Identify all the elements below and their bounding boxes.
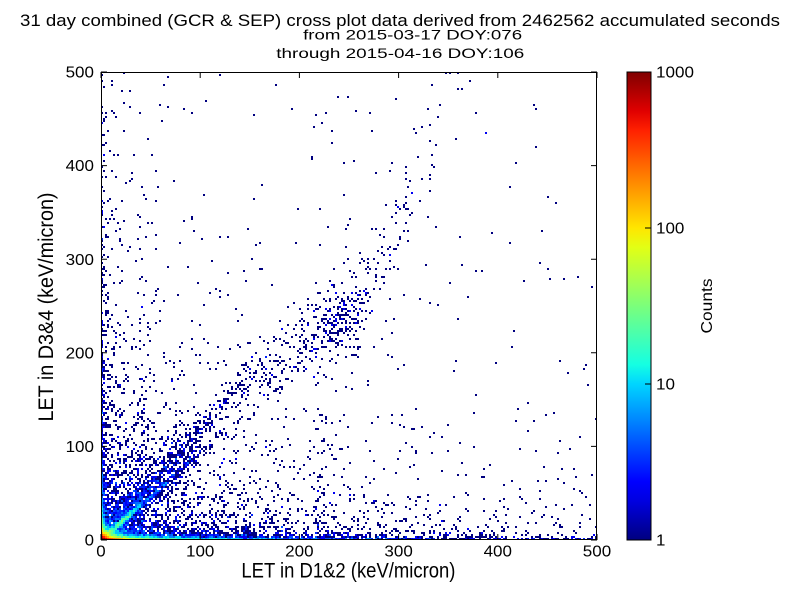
svg-text:100: 100: [66, 439, 94, 456]
svg-text:400: 400: [66, 158, 94, 175]
svg-text:from 2015-03-17 DOY:076: from 2015-03-17 DOY:076: [303, 26, 522, 42]
svg-text:1: 1: [656, 533, 665, 550]
svg-text:0: 0: [85, 533, 94, 550]
svg-text:200: 200: [66, 345, 94, 362]
svg-text:500: 500: [66, 65, 94, 82]
svg-text:LET in D1&2 (keV/micron): LET in D1&2 (keV/micron): [241, 560, 455, 583]
svg-text:0: 0: [96, 544, 105, 561]
svg-text:300: 300: [66, 252, 94, 269]
svg-text:300: 300: [384, 544, 412, 561]
svg-text:LET in D3&4 (keV/micron): LET in D3&4 (keV/micron): [35, 193, 58, 422]
svg-text:1000: 1000: [656, 65, 694, 82]
svg-text:through 2015-04-16 DOY:106: through 2015-04-16 DOY:106: [276, 45, 524, 61]
svg-text:Counts: Counts: [699, 279, 716, 334]
svg-text:500: 500: [583, 544, 611, 561]
svg-text:400: 400: [484, 544, 512, 561]
svg-text:31 day combined (GCR & SEP) cr: 31 day combined (GCR & SEP) cross plot d…: [20, 11, 780, 30]
svg-text:100: 100: [186, 544, 214, 561]
svg-text:10: 10: [656, 377, 675, 394]
svg-text:200: 200: [285, 544, 313, 561]
svg-text:100: 100: [656, 221, 684, 238]
